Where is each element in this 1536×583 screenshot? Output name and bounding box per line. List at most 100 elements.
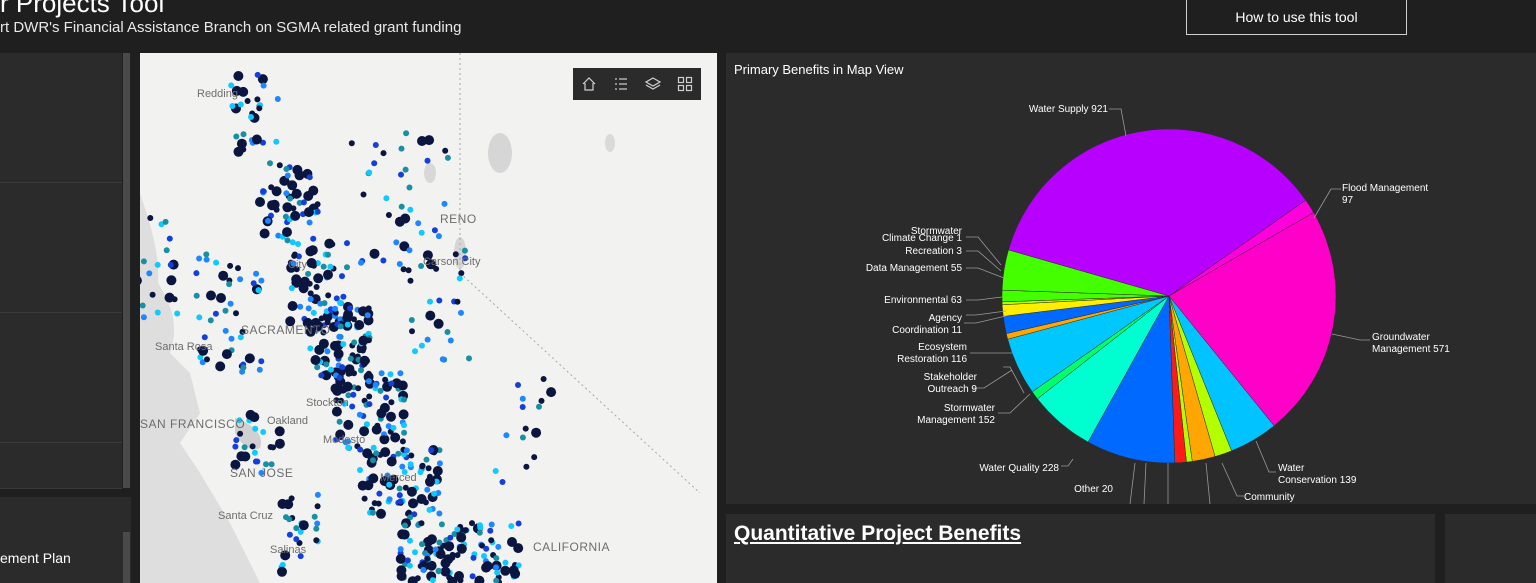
project-point[interactable]	[474, 580, 481, 583]
project-point[interactable]	[406, 562, 413, 569]
project-point[interactable]	[268, 461, 275, 468]
project-point[interactable]	[287, 180, 298, 191]
project-point[interactable]	[260, 429, 267, 435]
project-point[interactable]	[371, 160, 378, 167]
project-point[interactable]	[307, 290, 314, 297]
project-point[interactable]	[297, 528, 304, 535]
project-point[interactable]	[394, 216, 405, 227]
project-point[interactable]	[425, 259, 436, 270]
project-point[interactable]	[351, 339, 358, 346]
project-point[interactable]	[146, 270, 153, 277]
legend-button[interactable]	[605, 68, 637, 100]
project-point[interactable]	[255, 287, 262, 294]
project-point[interactable]	[458, 270, 465, 277]
project-point[interactable]	[289, 239, 296, 246]
project-point[interactable]	[436, 550, 442, 557]
project-point[interactable]	[308, 185, 319, 196]
project-point[interactable]	[253, 270, 260, 277]
project-point[interactable]	[335, 429, 346, 440]
project-point[interactable]	[418, 342, 425, 349]
project-point[interactable]	[306, 174, 313, 181]
project-point[interactable]	[313, 537, 320, 544]
project-point[interactable]	[383, 195, 390, 202]
project-point[interactable]	[154, 309, 161, 316]
project-point[interactable]	[500, 565, 511, 576]
project-point[interactable]	[342, 313, 353, 323]
project-point[interactable]	[204, 356, 210, 363]
project-point[interactable]	[397, 546, 404, 553]
project-point[interactable]	[469, 520, 475, 527]
project-point[interactable]	[252, 458, 259, 465]
project-point[interactable]	[373, 450, 380, 457]
project-point[interactable]	[293, 525, 300, 532]
project-point[interactable]	[406, 247, 413, 254]
project-point[interactable]	[302, 317, 313, 328]
project-point[interactable]	[458, 309, 464, 316]
project-point[interactable]	[283, 499, 294, 510]
project-point[interactable]	[216, 293, 226, 303]
project-point[interactable]	[167, 261, 174, 268]
project-point[interactable]	[284, 172, 291, 179]
project-point[interactable]	[375, 500, 382, 507]
project-point[interactable]	[252, 425, 259, 432]
project-point[interactable]	[256, 105, 263, 112]
project-point[interactable]	[382, 376, 389, 383]
project-point[interactable]	[502, 559, 509, 566]
project-point[interactable]	[369, 509, 376, 516]
left-bottom-scrollbar[interactable]	[123, 532, 130, 583]
project-point[interactable]	[213, 259, 220, 266]
project-point[interactable]	[226, 281, 233, 288]
project-point[interactable]	[274, 426, 285, 437]
project-point[interactable]	[140, 314, 147, 321]
project-point[interactable]	[269, 199, 280, 210]
project-point[interactable]	[333, 348, 344, 359]
project-point[interactable]	[442, 147, 449, 154]
project-point[interactable]	[227, 262, 234, 269]
project-point[interactable]	[440, 558, 451, 569]
project-point[interactable]	[436, 460, 443, 467]
project-point[interactable]	[393, 239, 400, 246]
project-point[interactable]	[339, 364, 346, 371]
project-point[interactable]	[300, 199, 307, 206]
project-point[interactable]	[325, 251, 331, 258]
project-point[interactable]	[324, 348, 331, 355]
project-point[interactable]	[436, 539, 443, 546]
project-point[interactable]	[222, 327, 229, 334]
project-point[interactable]	[357, 446, 364, 453]
project-point[interactable]	[358, 259, 364, 266]
pie-slice[interactable]	[1008, 128, 1307, 297]
project-point[interactable]	[166, 235, 173, 242]
project-point[interactable]	[215, 361, 226, 372]
project-point[interactable]	[444, 154, 451, 161]
project-point[interactable]	[385, 212, 392, 218]
project-point[interactable]	[513, 543, 524, 554]
project-point[interactable]	[311, 513, 318, 520]
project-point[interactable]	[249, 443, 256, 450]
project-point[interactable]	[404, 557, 411, 564]
project-point[interactable]	[401, 422, 407, 429]
project-map[interactable]: Redding RENO City Carson City SACRAMENTO…	[140, 53, 717, 583]
project-point[interactable]	[436, 510, 443, 517]
project-point[interactable]	[402, 484, 409, 491]
project-point[interactable]	[426, 506, 433, 513]
project-point[interactable]	[487, 527, 494, 534]
project-point[interactable]	[357, 467, 363, 473]
project-point[interactable]	[405, 267, 412, 274]
project-point[interactable]	[337, 323, 344, 330]
project-point[interactable]	[286, 531, 293, 538]
project-point[interactable]	[397, 529, 408, 540]
project-point[interactable]	[203, 251, 210, 258]
project-point[interactable]	[238, 86, 249, 97]
project-point[interactable]	[519, 404, 526, 410]
project-point[interactable]	[307, 345, 314, 352]
project-point[interactable]	[364, 312, 371, 319]
project-point[interactable]	[365, 337, 372, 344]
project-point[interactable]	[492, 468, 499, 474]
project-point[interactable]	[495, 543, 502, 550]
project-point[interactable]	[469, 573, 476, 580]
project-point[interactable]	[327, 263, 334, 270]
project-point[interactable]	[406, 486, 417, 497]
project-point[interactable]	[456, 275, 463, 282]
project-point[interactable]	[488, 537, 495, 544]
project-point[interactable]	[361, 495, 368, 502]
